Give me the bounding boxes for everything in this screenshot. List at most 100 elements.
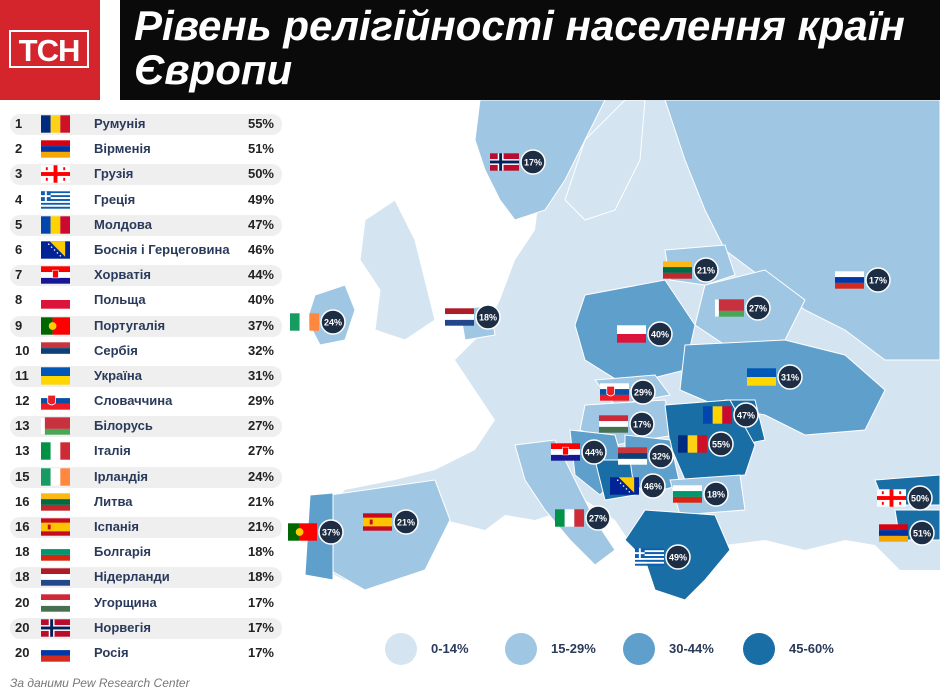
greece-flag-icon [41,190,70,209]
value-badge [393,509,419,535]
value-badge [693,257,719,283]
value-badge [708,431,734,457]
religiosity-value: 17% [247,594,274,610]
romania-map-flag-icon [678,435,707,453]
row-background [10,567,282,589]
map-marker-poland: 40% [617,321,673,347]
ranking-row: 4 Греція 49% [10,188,282,213]
bosnia-map-flag-icon [610,477,639,495]
value-badge-label: 21% [397,518,415,528]
rank-number: 3 [15,166,23,182]
country-name: Боснія і Герцеговина [94,241,230,257]
ranking-row: 16 Іспанія 21% [10,515,282,540]
religiosity-value: 27% [247,418,274,434]
value-badge [640,473,666,499]
country-name: Ірландія [94,468,149,484]
religiosity-value: 37% [247,317,274,333]
europe-map: 55% 51% 50% 49% 47% 46% 44% 40% 37% 32% 31% 29% 27% 2… [285,99,940,695]
ranking-row: 20 Угорщина 17% [10,591,282,616]
ireland-flag-icon [41,467,70,486]
row-background [10,315,282,337]
country-name: Литва [94,493,133,509]
spain-flag-icon [41,518,70,536]
rank-number: 4 [15,191,23,207]
value-badge [865,267,891,293]
value-badge-label: 27% [589,514,607,524]
value-badge-label: 21% [697,266,715,276]
religiosity-value: 18% [247,544,274,560]
map-marker-slovakia: 29% [600,379,656,405]
croatia-flag-icon [41,266,70,284]
rank-number: 15 [15,468,30,484]
country-name: Норвегія [94,619,151,635]
value-badge-label: 18% [707,490,725,500]
russia-region [664,99,940,361]
religiosity-value: 47% [247,216,274,232]
bosnia-flag-icon [41,241,70,259]
legend-label: 0-14% [431,641,469,656]
country-name: Польща [94,292,146,308]
country-name: Словаччина [94,393,173,409]
map-marker-romania: 55% [678,431,734,457]
belarus-flag-icon [41,417,70,435]
legend-label: 45-60% [789,641,834,656]
hungary-flag-icon [41,593,70,612]
rank-number: 20 [15,644,30,660]
value-badge-label: 27% [749,304,767,314]
country-name: Росія [94,644,129,660]
map-marker-russia: 17% [835,267,891,293]
ranking-row: 18 Болгарія 18% [10,540,282,565]
ranking-row: 10 Сербія 32% [10,339,282,364]
portugal-flag-icon [41,316,70,335]
map-marker-serbia: 32% [618,443,674,469]
ranking-row: 13 Білорусь 27% [10,414,282,439]
map-marker-bulgaria: 18% [673,481,729,507]
religiosity-value: 18% [247,569,274,585]
religiosity-value: 27% [247,443,274,459]
ranking-row: 1 Румунія 55% [10,112,282,137]
value-badge [581,439,607,465]
value-badge-label: 17% [869,276,887,286]
country-name: Румунія [94,116,146,131]
legend-label: 15-29% [551,641,596,656]
value-badge-label: 17% [524,158,542,168]
value-badge-label: 50% [911,494,929,504]
country-name: Молдова [94,216,152,232]
map-marker-armenia: 51% [879,520,935,546]
value-badge [647,321,673,347]
slovakia-map-flag-icon [600,383,629,401]
rank-number: 16 [15,493,30,509]
georgia-flag-icon [41,165,70,184]
rank-number: 5 [15,216,23,232]
ranking-row: 3 Грузія 50% [10,162,282,187]
map-marker-netherlands: 18% [445,304,501,330]
map-marker-spain: 21% [363,509,419,535]
map-marker-bosnia: 46% [610,473,666,499]
map-marker-italy: 27% [555,505,611,531]
ranking-row: 8 Польща 40% [10,288,282,313]
map-marker-lithuania: 21% [663,257,719,283]
armenia-flag-icon [41,140,70,158]
croatia-map-flag-icon [551,443,580,461]
value-badge-label: 40% [651,330,669,340]
armenia-map-flag-icon [879,524,908,542]
ranking-row: 12 Словаччина 29% [10,389,282,414]
religiosity-value: 51% [247,141,274,157]
moldova-flag-icon [41,216,70,234]
country-name: Грузія [94,166,134,182]
value-badge-label: 51% [913,529,931,539]
value-badge [318,519,344,545]
italy-map-flag-icon [555,509,584,527]
religiosity-value: 40% [247,292,274,308]
poland-map-flag-icon [617,325,646,343]
source-note: За даними Pew Research Center [10,676,190,690]
religiosity-value: 24% [247,468,274,484]
rank-number: 6 [15,241,23,257]
religiosity-value: 21% [247,493,274,509]
legend-swatch [743,633,775,665]
rank-number: 13 [15,418,30,434]
value-badge-label: 49% [669,553,687,563]
hungary-map-flag-icon [599,415,628,433]
value-badge [629,411,655,437]
country-name: Іспанія [94,519,139,534]
